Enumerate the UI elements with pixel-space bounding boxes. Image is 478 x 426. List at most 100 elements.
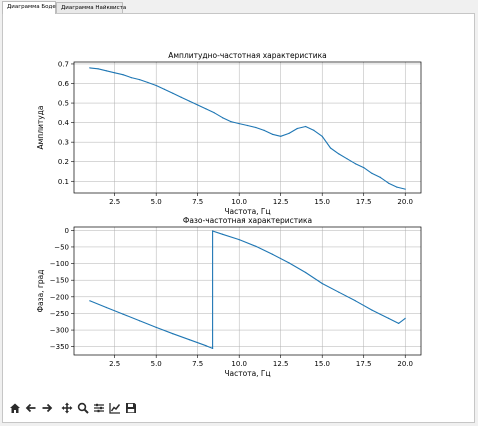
- x-tick-label: 15.0: [314, 198, 330, 206]
- data-point: [371, 172, 373, 174]
- data-point: [404, 188, 406, 190]
- axes-frame: [73, 61, 422, 194]
- x-tick-label: 5.0: [151, 198, 162, 206]
- data-point: [238, 123, 240, 125]
- data-point: [114, 72, 116, 74]
- x-axis-label: Частота, Гц: [224, 369, 270, 378]
- tab-nyquist-diagram[interactable]: Диаграмма Найквиста: [56, 2, 126, 14]
- data-point: [172, 92, 174, 94]
- data-point: [139, 320, 141, 322]
- data-point: [338, 153, 340, 155]
- y-tick-label: 0.7: [58, 60, 69, 68]
- x-tick-label: 5.0: [151, 360, 162, 368]
- x-tick-label: 17.5: [356, 360, 372, 368]
- data-point: [246, 124, 249, 127]
- data-point: [222, 117, 224, 119]
- x-tick-label: 2.5: [109, 360, 120, 368]
- data-point: [363, 167, 365, 169]
- x-tick-label: 17.5: [356, 198, 372, 206]
- y-tick-label: −350: [50, 343, 69, 351]
- data-point: [238, 239, 240, 241]
- data-point: [197, 104, 199, 106]
- y-axis-label: Фаза, град: [36, 270, 45, 313]
- x-tick-label: 20.0: [397, 198, 413, 206]
- data-point: [271, 253, 273, 255]
- data-point: [180, 96, 182, 98]
- configure-subplots-icon[interactable]: [92, 400, 106, 416]
- edit-axes-icon[interactable]: [108, 400, 122, 416]
- y-tick-label: 0.4: [58, 119, 70, 127]
- data-point: [122, 313, 124, 315]
- x-tick-label: 10.0: [231, 198, 247, 206]
- data-point: [212, 230, 214, 232]
- data-point: [271, 133, 273, 135]
- x-tick-label: 12.5: [273, 360, 289, 368]
- data-point: [329, 147, 332, 149]
- y-tick-label: −250: [50, 310, 69, 318]
- data-point: [321, 135, 323, 137]
- data-point: [338, 291, 340, 293]
- plot-area: [74, 227, 421, 355]
- data-point: [288, 132, 290, 134]
- tab-bar: Диаграмма Боде Диаграмма Найквиста: [0, 0, 478, 14]
- data-point: [105, 306, 107, 309]
- data-point: [89, 300, 91, 302]
- forward-arrow-icon[interactable]: [40, 400, 54, 416]
- data-point: [97, 68, 99, 70]
- data-point: [163, 88, 166, 90]
- data-point: [296, 127, 298, 130]
- data-point: [398, 322, 400, 324]
- data-point: [230, 121, 232, 123]
- x-tick-label: 12.5: [273, 198, 289, 206]
- y-tick-label: −150: [50, 277, 69, 285]
- y-tick-label: 0.3: [58, 139, 69, 147]
- data-point: [155, 84, 157, 87]
- y-tick-label: −50: [54, 243, 69, 251]
- data-point: [388, 182, 390, 184]
- save-icon[interactable]: [124, 400, 138, 416]
- data-point: [212, 347, 214, 349]
- data-point: [305, 271, 307, 274]
- chart-title: Фазо-частотная характеристика: [183, 216, 312, 225]
- back-arrow-icon[interactable]: [24, 400, 38, 416]
- data-point: [130, 77, 132, 79]
- tab-bode-diagram[interactable]: Диаграмма Боде: [2, 1, 56, 14]
- data-point: [354, 163, 356, 165]
- data-point: [263, 129, 265, 131]
- data-point: [205, 345, 207, 347]
- data-point: [188, 100, 190, 102]
- data-point: [288, 262, 290, 264]
- data-point: [255, 245, 257, 247]
- data-point: [255, 126, 257, 129]
- data-point: [313, 129, 315, 131]
- pan-icon[interactable]: [60, 400, 74, 416]
- y-tick-label: 0.6: [58, 80, 70, 88]
- zoom-icon[interactable]: [76, 400, 90, 416]
- data-point: [321, 282, 323, 285]
- data-point: [213, 112, 215, 114]
- x-tick-label: 7.5: [192, 360, 203, 368]
- data-point: [89, 67, 91, 69]
- x-tick-label: 7.5: [192, 198, 203, 206]
- y-tick-label: 0.1: [58, 178, 69, 186]
- y-tick-label: 0.2: [58, 158, 69, 166]
- y-tick-label: −300: [50, 327, 69, 335]
- data-point: [139, 79, 141, 81]
- data-point: [379, 176, 381, 178]
- data-point: [371, 309, 373, 311]
- y-tick-label: 0: [65, 227, 69, 235]
- data-point: [280, 135, 282, 137]
- home-icon[interactable]: [8, 400, 22, 416]
- x-axis-label: Частота, Гц: [224, 207, 270, 216]
- y-tick-label: 0.5: [58, 100, 69, 108]
- data-point: [305, 125, 307, 128]
- axes-frame: [73, 226, 422, 356]
- data-point: [122, 74, 124, 76]
- data-point: [205, 108, 207, 110]
- data-point: [388, 317, 390, 319]
- data-point: [147, 81, 149, 84]
- y-axis-label: Амплитуда: [36, 106, 45, 150]
- data-point: [404, 317, 406, 319]
- data-point: [354, 300, 356, 302]
